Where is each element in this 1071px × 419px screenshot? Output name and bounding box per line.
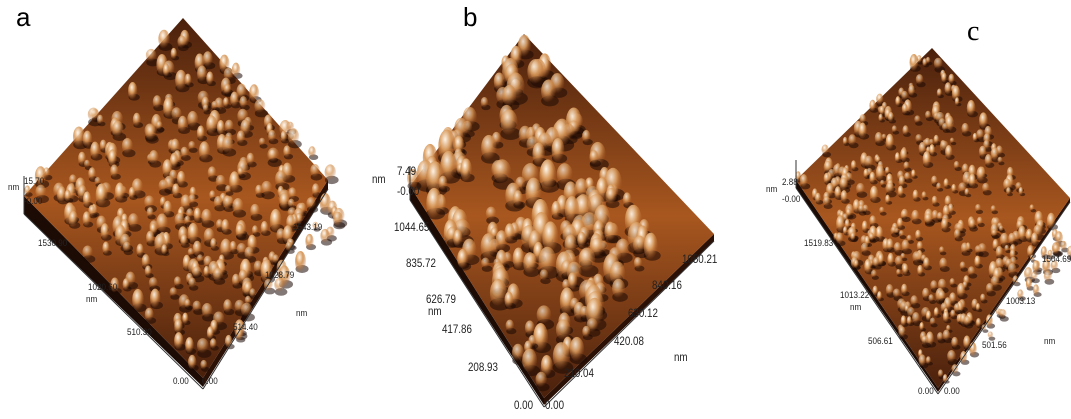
z-max-label-c: 2.88 (782, 177, 798, 188)
y-tick-c-0: 1519.83 (804, 238, 834, 249)
afm-panel-a: a nm 15.70 -0.00 1530.90 1020.60 nm 510.… (0, 0, 348, 419)
afm-surface-b (407, 34, 715, 408)
x-tick-c-2: 1003.13 (1006, 296, 1036, 307)
x-tick-b-0: 0.00 (545, 400, 565, 412)
y-tick-c-2: 506.61 (868, 336, 893, 347)
y-unit-label-a: nm (86, 294, 98, 305)
y-tick-a-1: 1020.60 (88, 282, 118, 293)
y-tick-b-5: 0.00 (514, 400, 534, 412)
y-tick-b-1: 835.72 (406, 258, 436, 270)
x-tick-a-2: 1028.79 (265, 270, 295, 281)
x-unit-label-b: nm (674, 352, 688, 364)
x-tick-a-3: 1543.19 (293, 222, 323, 233)
afm-panel-c: c nm 2.88 -0.00 1519.83 1013.22 nm 506.6… (752, 0, 1071, 419)
x-tick-b-5: 1050.21 (682, 254, 718, 266)
x-unit-label-a: nm (296, 308, 308, 319)
z-min-label-a: -0.00 (24, 196, 43, 207)
x-unit-label-c: nm (1044, 336, 1056, 347)
y-tick-c-1: 1013.22 (840, 290, 870, 301)
surface-grains (407, 34, 661, 392)
x-tick-b-1: 210.04 (564, 368, 594, 380)
y-tick-c-3: 0.00 (918, 386, 934, 397)
surface-side-left (410, 186, 544, 405)
x-tick-b-3: 630.12 (628, 308, 658, 320)
y-tick-a-2: 510.30 (127, 327, 152, 338)
y-tick-b-3: 417.86 (442, 324, 472, 336)
afm-panel-b: b nm 7.49 -0.00 1044.65 835.72 626.79 nm… (352, 0, 732, 419)
y-unit-label-b: nm (428, 306, 442, 318)
y-tick-b-2: 626.79 (426, 294, 456, 306)
y-tick-a-0: 1530.90 (38, 238, 68, 249)
x-tick-b-4: 840.16 (652, 280, 682, 292)
y-tick-a-3: 0.00 (173, 376, 189, 387)
axes (795, 160, 1071, 395)
y-tick-b-4: 208.93 (468, 362, 498, 374)
afm-surface-c (795, 48, 1071, 395)
x-tick-a-0: 0.00 (202, 376, 218, 387)
afm-surface-a (23, 18, 348, 390)
x-tick-a-1: 514.40 (233, 322, 258, 333)
axes (23, 176, 329, 390)
x-tick-b-2: 420.08 (614, 336, 644, 348)
x-tick-c-1: 501.56 (982, 340, 1007, 351)
x-tick-c-3: 1504.69 (1042, 254, 1071, 265)
z-max-label-a: 15.70 (24, 176, 45, 187)
z-unit-label-c: nm (766, 184, 778, 195)
panel-label-b: b (463, 2, 478, 32)
z-min-label-c: -0.00 (782, 194, 801, 205)
axes (409, 166, 715, 408)
panel-label-a: a (16, 2, 31, 32)
z-min-label-b: -0.00 (397, 186, 420, 198)
panel-label-c: c (967, 16, 980, 47)
y-unit-label-c: nm (850, 302, 862, 313)
surface-grains (24, 29, 348, 372)
y-tick-b-0: 1044.65 (394, 222, 430, 234)
x-tick-c-0: 0.00 (944, 386, 960, 397)
z-max-label-b: 7.49 (397, 166, 417, 178)
z-unit-label-a: nm (8, 182, 20, 193)
surface-grains (795, 53, 1071, 384)
z-unit-label-b: nm (372, 174, 386, 186)
surface-side-right (544, 234, 714, 405)
